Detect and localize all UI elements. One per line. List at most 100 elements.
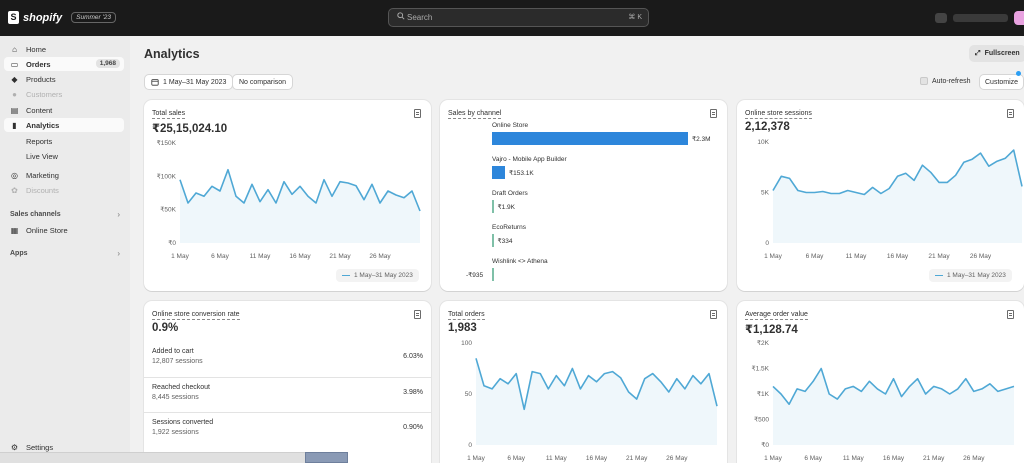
conversion-card: Online store conversion rate 0.9% — [144, 301, 431, 463]
x-tick-label: 16 May — [883, 455, 905, 462]
funnel-step-name: Added to cart — [152, 348, 194, 355]
date-range-button[interactable]: 1 May–31 May 2023 — [144, 74, 234, 90]
sidebar-item-reports[interactable]: Reports — [26, 137, 53, 146]
series-line[interactable] — [475, 358, 718, 411]
sidebar-item-analytics[interactable]: ▮ Analytics — [4, 118, 124, 132]
search-placeholder: Search — [407, 13, 433, 22]
x-tick-label: 21 May — [923, 455, 945, 462]
report-icon[interactable] — [710, 109, 717, 118]
auto-refresh-checkbox[interactable] — [920, 77, 928, 85]
card-title[interactable]: Total sales — [152, 110, 186, 119]
channel-bar[interactable] — [492, 166, 505, 179]
apps-heading[interactable]: Apps — [10, 250, 28, 257]
sidebar-item-home[interactable]: ⌂ Home — [4, 42, 124, 56]
report-icon[interactable] — [1007, 109, 1014, 118]
notification-icon[interactable] — [935, 13, 947, 23]
report-icon[interactable] — [414, 109, 421, 118]
fullscreen-label: Fullscreen — [984, 50, 1020, 57]
y-tick-label: 50 — [465, 391, 473, 398]
sidebar-item-products[interactable]: ◆ Products — [4, 72, 124, 86]
comparison-button[interactable]: No comparison — [232, 74, 294, 90]
total-orders-chart: 100 50 0 1 May 6 May 11 May 16 May 21 May 26 May — [461, 340, 718, 462]
sidebar-item-online-store[interactable]: ▦ Online Store — [4, 223, 124, 237]
y-tick-label: 0 — [468, 442, 472, 449]
x-tick-label: 1 May — [764, 253, 782, 260]
auto-refresh-label: Auto-refresh — [932, 77, 971, 85]
edition-badge: Summer '23 — [71, 12, 116, 23]
card-value: 1,983 — [448, 322, 477, 334]
customize-button[interactable]: Customize — [979, 74, 1024, 90]
channel-bar[interactable] — [492, 234, 494, 247]
chart-legend: 1 May–31 May 2023 — [929, 269, 1012, 282]
notification-dot — [1016, 71, 1021, 76]
y-tick-label: 5K — [761, 190, 770, 197]
y-tick-label: 0 — [765, 240, 769, 247]
discount-icon: ✿ — [11, 185, 18, 195]
channel-value: ₹153.1K — [509, 170, 534, 177]
series-line[interactable] — [179, 168, 421, 212]
channel-bar[interactable] — [492, 268, 494, 281]
card-title[interactable]: Total orders — [448, 311, 485, 320]
sidebar-item-settings[interactable]: ⚙ Settings — [4, 440, 124, 454]
sidebar-item-customers[interactable]: ● Customers — [4, 87, 124, 101]
orders-count-badge: 1,968 — [95, 59, 120, 68]
taskbar-tab[interactable] — [305, 452, 348, 463]
auto-refresh-toggle[interactable]: Auto-refresh — [920, 77, 971, 85]
sidebar-item-marketing[interactable]: ◎ Marketing — [4, 168, 124, 182]
card-title[interactable]: Sales by channel — [448, 110, 502, 119]
card-title[interactable]: Online store sessions — [745, 110, 812, 119]
x-tick-label: 6 May — [804, 455, 822, 462]
x-tick-label: 1 May — [764, 455, 782, 462]
y-tick-label: ₹1.5K — [751, 365, 769, 373]
date-range-label: 1 May–31 May 2023 — [163, 78, 227, 86]
funnel-step-sessions: 12,807 sessions — [152, 358, 203, 365]
search-input[interactable]: Search ⌘ K — [388, 8, 649, 27]
report-icon[interactable] — [710, 310, 717, 319]
series-line[interactable] — [772, 149, 1023, 196]
sidebar-item-label: Customers — [26, 89, 63, 99]
avatar[interactable] — [1014, 11, 1024, 25]
card-value: ₹25,15,024.10 — [152, 123, 228, 135]
sidebar-item-label: Online Store — [26, 225, 68, 235]
x-tick-label: 16 May — [887, 253, 909, 260]
channel-label: Wishlink <> Athena — [492, 258, 548, 265]
sidebar-item-label: Content — [26, 105, 53, 115]
fullscreen-button[interactable]: ⤢ Fullscreen — [969, 45, 1024, 62]
report-icon[interactable] — [414, 310, 421, 319]
funnel-step-rate: 3.98% — [403, 389, 423, 396]
channel-label: Vajro - Mobile App Builder — [492, 156, 567, 163]
sidebar-item-label: Home — [26, 44, 47, 54]
bar-chart-icon: ▮ — [12, 120, 17, 130]
sidebar-item-discounts[interactable]: ✿ Discounts — [4, 183, 124, 197]
shopify-logo[interactable]: S shopify Summer '23 — [8, 11, 116, 24]
sidebar: ⌂ Home ▭ Orders 1,968 ◆ Products ● Custo… — [0, 36, 130, 463]
channel-value: ₹2.3M — [692, 136, 711, 143]
x-tick-label: 26 May — [369, 253, 391, 260]
funnel-step-sessions: 8,445 sessions — [152, 394, 199, 401]
sidebar-item-content[interactable]: ▤ Content — [4, 103, 124, 117]
x-tick-label: 21 May — [626, 455, 648, 462]
x-tick-label: 26 May — [970, 253, 992, 260]
content-icon: ▤ — [10, 105, 19, 115]
sidebar-item-label: Settings — [26, 442, 54, 452]
card-title[interactable]: Average order value — [745, 311, 808, 320]
channel-bar[interactable] — [492, 200, 494, 213]
funnel-step-name: Reached checkout — [152, 384, 210, 391]
series-area — [773, 368, 1014, 445]
taskbar — [0, 452, 305, 463]
y-tick-label: ₹50K — [160, 206, 176, 214]
series-line[interactable] — [772, 367, 1015, 405]
sidebar-item-live-view[interactable]: Live View — [26, 152, 58, 161]
x-tick-label: 11 May — [250, 253, 272, 260]
report-icon[interactable] — [1007, 310, 1014, 319]
card-title[interactable]: Online store conversion rate — [152, 311, 240, 320]
channel-label: Draft Orders — [492, 190, 528, 197]
y-tick-label: ₹0 — [761, 441, 769, 449]
store-menu[interactable] — [935, 11, 1024, 25]
channel-label: EcoReturns — [492, 224, 526, 231]
sidebar-item-orders[interactable]: ▭ Orders 1,968 — [4, 57, 124, 71]
chevron-right-icon[interactable]: › — [117, 210, 120, 219]
channel-bar[interactable] — [492, 132, 688, 145]
sales-channels-heading[interactable]: Sales channels — [10, 211, 61, 218]
chevron-right-icon[interactable]: › — [117, 249, 120, 258]
